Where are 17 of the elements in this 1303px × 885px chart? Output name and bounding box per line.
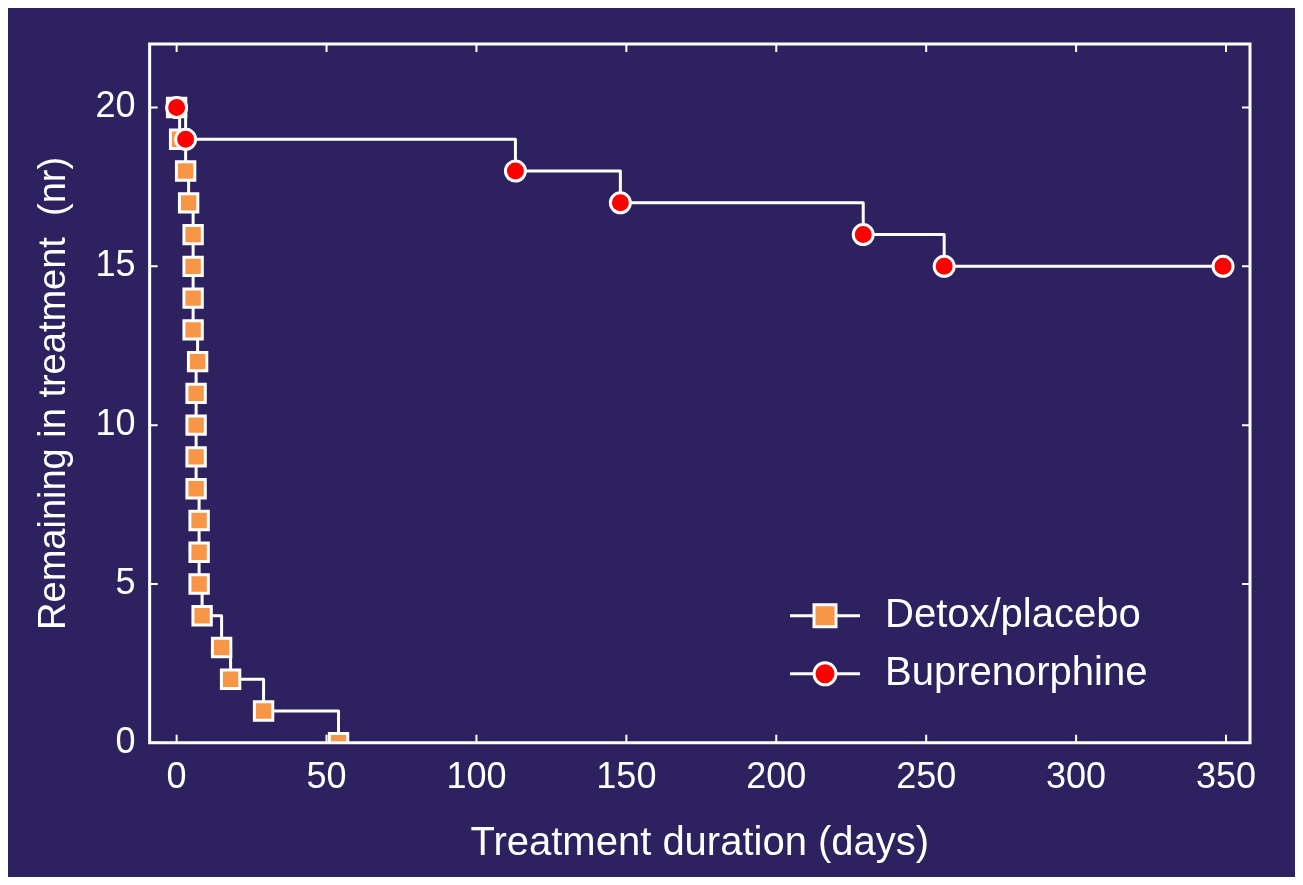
y-axis-title: Remaining in treatment (nr) bbox=[31, 156, 74, 630]
x-tick-label: 50 bbox=[306, 755, 347, 797]
x-tick-label: 100 bbox=[446, 755, 507, 797]
x-tick-label: 200 bbox=[746, 755, 807, 797]
x-axis-title: Treatment duration (days) bbox=[470, 819, 930, 864]
y-tick-label: 15 bbox=[95, 243, 136, 285]
y-tick-label: 20 bbox=[95, 84, 136, 126]
x-tick-label: 300 bbox=[1046, 755, 1107, 797]
x-tick-label: 350 bbox=[1195, 755, 1257, 797]
legend-label: Buprenorphine bbox=[885, 648, 1148, 693]
legend-label: Detox/placebo bbox=[885, 590, 1141, 635]
x-tick-label: 150 bbox=[596, 755, 657, 797]
x-tick-label: 0 bbox=[166, 755, 187, 797]
y-tick-label: 5 bbox=[115, 560, 136, 602]
x-tick-label: 250 bbox=[896, 755, 957, 797]
y-tick-label: 10 bbox=[95, 402, 136, 444]
y-tick-label: 0 bbox=[115, 719, 136, 761]
